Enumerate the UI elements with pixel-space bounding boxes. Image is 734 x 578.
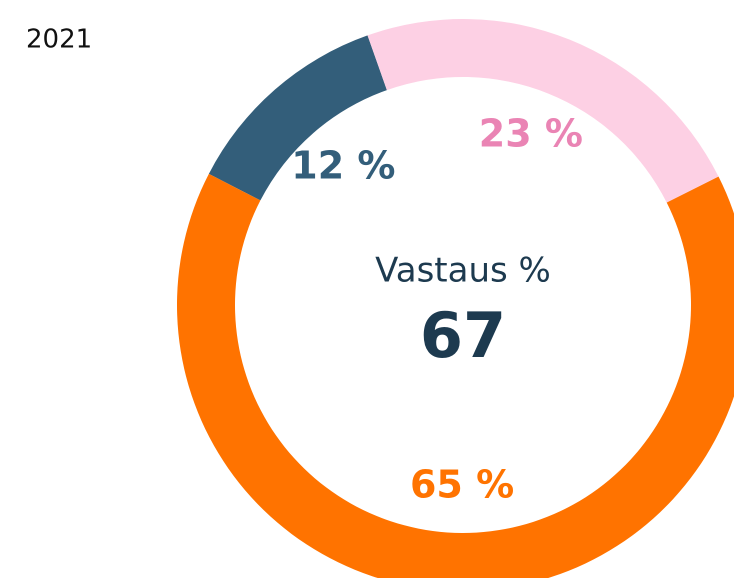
donut-segment: [367, 18, 719, 203]
donut-segment: [177, 173, 734, 578]
chart-title: 2021: [26, 25, 92, 55]
donut-segment: [208, 35, 387, 201]
data-label: 65 %: [410, 462, 514, 506]
data-label: 23 %: [479, 112, 583, 156]
data-label: 12 %: [291, 143, 395, 187]
center-value: 67: [420, 299, 506, 372]
center-label: Vastaus %: [375, 251, 551, 291]
